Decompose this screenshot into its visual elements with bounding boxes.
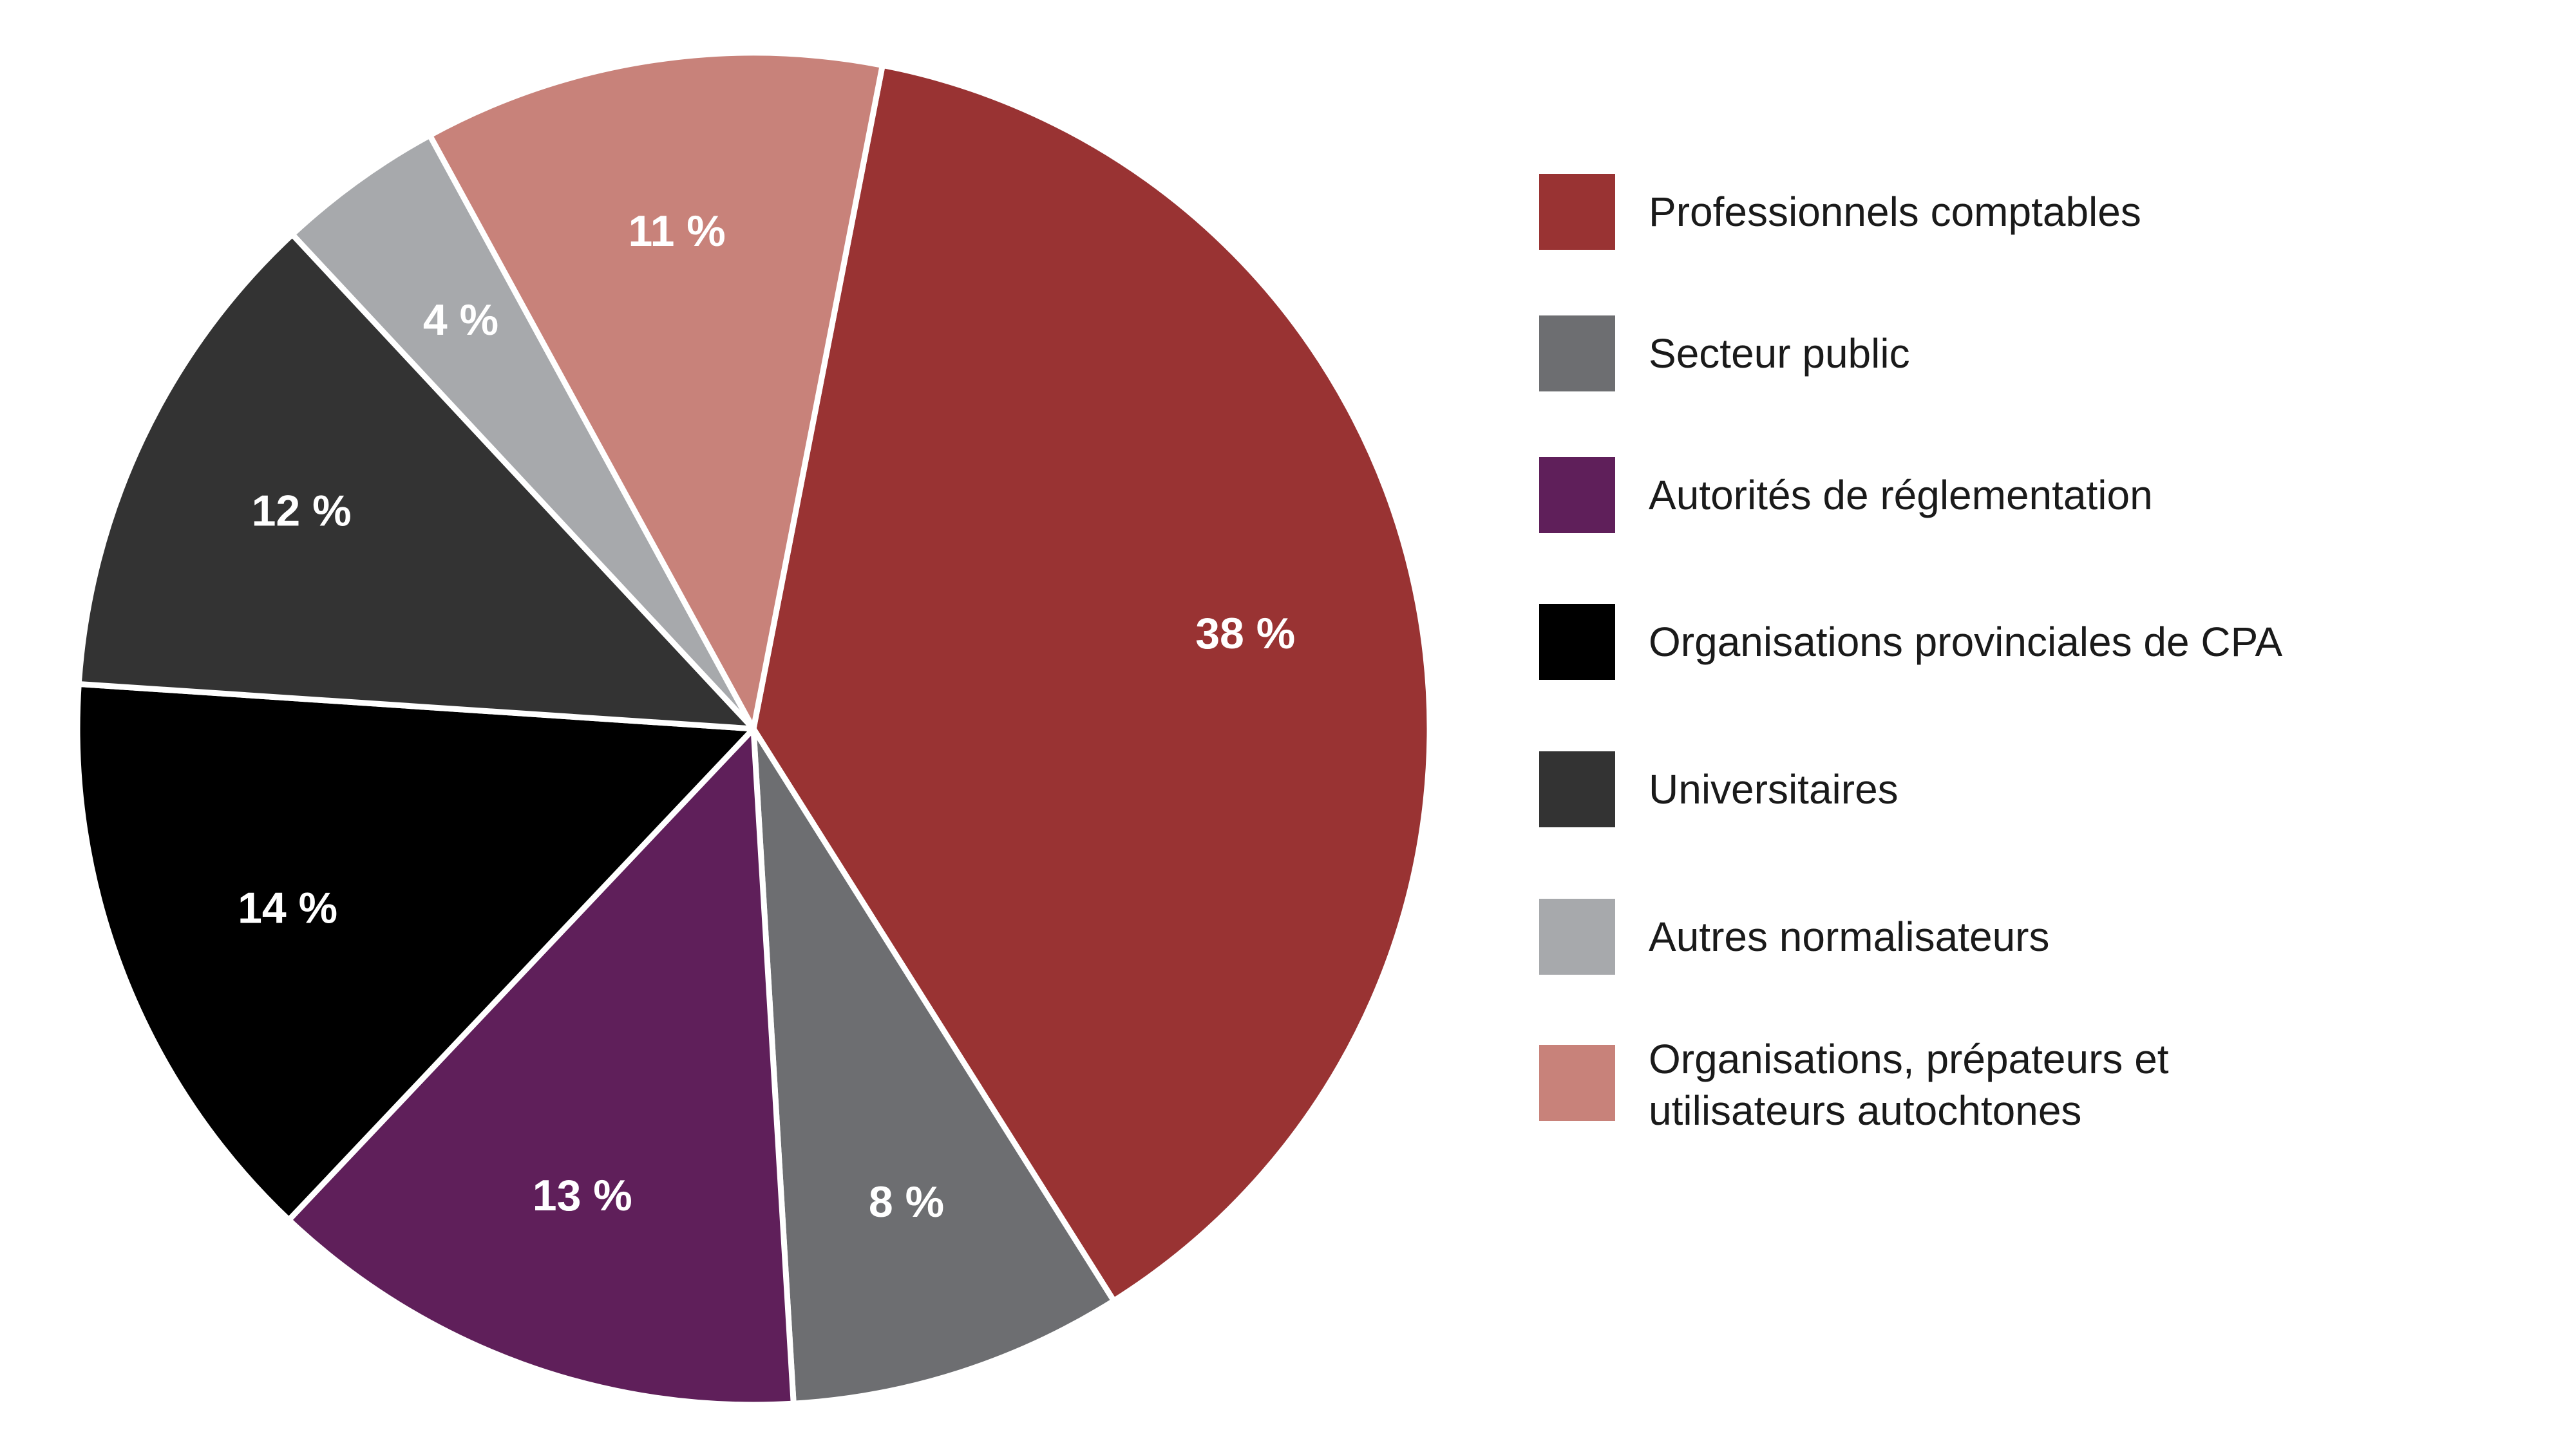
legend-swatch	[1539, 899, 1615, 975]
pie-slice-secteur-public	[750, 726, 1117, 1407]
pie-slice-organisations-provinciales-de-cpa	[74, 681, 757, 1223]
legend-swatch	[1539, 315, 1615, 391]
pie-slice-autorites-de-reglementation	[286, 726, 797, 1408]
pie-label-organisations-prepateurs-et-utilisateurs-autochtones: 11 %	[629, 207, 726, 256]
legend-swatch	[1539, 1045, 1615, 1121]
legend-swatch	[1539, 174, 1615, 250]
pie-slice-organisations-prepateurs-et-utilisateurs-autochtones	[426, 50, 886, 732]
legend-label: Organisations, prépateurs et utilisateur…	[1649, 1036, 2169, 1134]
pie-label-organisations-provinciales-de-cpa: 14 %	[238, 883, 337, 932]
pie-label-professionnels-comptables: 38 %	[1195, 609, 1295, 658]
legend-swatch	[1539, 604, 1615, 680]
pie-label-secteur-public: 8 %	[869, 1178, 944, 1226]
pie-slice-universitaires	[75, 231, 757, 732]
pie-label-autres-normalisateurs: 4 %	[423, 296, 498, 344]
legend-swatch	[1539, 457, 1615, 533]
pie-slice-autres-normalisateurs	[289, 132, 757, 732]
pie-chart: 38 % 8 % 13 % 14 % 12 % 4 % 11 %	[74, 50, 1430, 1408]
legend-label: Professionnels comptables	[1649, 189, 2141, 235]
legend-label: Autorités de réglementation	[1649, 472, 2153, 518]
legend-label: Autres normalisateurs	[1649, 914, 2050, 960]
legend-swatch	[1539, 751, 1615, 827]
pie-label-universitaires: 12 %	[252, 487, 352, 536]
pie-label-autorites-de-reglementation: 13 %	[533, 1171, 632, 1220]
legend-label: Universitaires	[1649, 766, 1899, 812]
legend-label: Organisations provinciales de CPA	[1649, 619, 2283, 665]
legend-label: Secteur public	[1649, 330, 1910, 377]
